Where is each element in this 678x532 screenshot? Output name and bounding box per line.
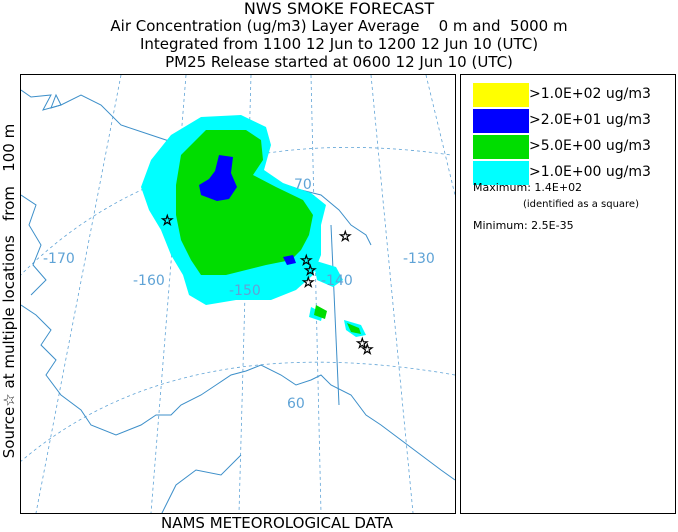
maximum-value: Maximum: 1.4E+02 <box>473 181 583 194</box>
source-star-icon: ☆ <box>300 253 313 269</box>
concentration-5e0-patch-southeast <box>347 323 361 334</box>
lon-label-140: -140 <box>321 273 353 289</box>
legend-label: >5.0E+00 ug/m3 <box>529 138 651 154</box>
legend-swatch <box>473 161 529 185</box>
meridian-minus170 <box>35 75 122 513</box>
legend-label: >1.0E+00 ug/m3 <box>529 164 651 180</box>
lon-label-150: -150 <box>229 283 261 299</box>
source-star-icon: ☆ <box>161 213 174 229</box>
island-outline <box>50 93 62 109</box>
legend-panel: >1.0E+02 ug/m3 >2.0E+01 ug/m3 >5.0E+00 u… <box>460 74 676 514</box>
legend-swatch <box>473 109 529 133</box>
source-star-icon: ☆ <box>339 229 352 245</box>
legend-swatch <box>473 83 529 107</box>
latitude-70-line <box>21 147 452 276</box>
legend-item: >5.0E+00 ug/m3 <box>473 135 673 159</box>
legend-swatch <box>473 135 529 159</box>
source-star-icon: ☆ <box>356 336 369 352</box>
graticule-labels: -170 -160 -150 -140 -130 70 60 <box>43 177 435 412</box>
concentration-2e1-area <box>199 155 237 201</box>
integration-period: Integrated from 1100 12 Jun to 1200 12 J… <box>139 35 539 53</box>
legend-label: >1.0E+02 ug/m3 <box>529 86 651 102</box>
lat-label-70: 70 <box>294 177 312 193</box>
source-location-label: Source☆ at multiple locations from 100 m <box>0 123 18 459</box>
legend-item: >2.0E+01 ug/m3 <box>473 109 673 133</box>
lon-label-170: -170 <box>43 251 75 267</box>
legend-label: >2.0E+01 ug/m3 <box>529 112 651 128</box>
source-star-icon: ☆ <box>302 275 315 291</box>
smoke-map: ☆ ☆ ☆ ☆ ☆ ☆ ☆ -170 -160 -150 -140 -130 7… <box>20 74 456 514</box>
legend-item: >1.0E+00 ug/m3 <box>473 161 673 185</box>
lat-label-60: 60 <box>287 396 305 412</box>
alaska-canada-border <box>330 224 340 406</box>
source-star-icon: ☆ <box>361 342 374 358</box>
meteorological-data-footer: NAMS METEOROLOGICAL DATA <box>161 514 393 532</box>
concentration-2e1-patch <box>283 255 296 265</box>
map-canvas: ☆ ☆ ☆ ☆ ☆ ☆ ☆ -170 -160 -150 -140 -130 7… <box>21 75 455 513</box>
concentration-5e0-area <box>176 130 313 275</box>
smoke-plume <box>141 115 366 337</box>
meridian-minus130 <box>370 75 414 513</box>
minimum-value: Minimum: 2.5E-35 <box>473 219 574 232</box>
concentration-subtitle: Air Concentration (ug/m3) Layer Average … <box>110 17 568 35</box>
concentration-5e0-patch <box>314 305 327 319</box>
maximum-note: (identified as a square) <box>523 199 639 210</box>
forecast-title: NWS SMOKE FORECAST <box>243 0 435 18</box>
lon-label-130: -130 <box>403 251 435 267</box>
release-time: PM25 Release started at 0600 12 Jun 10 (… <box>165 53 513 71</box>
peninsula-coast <box>161 454 242 513</box>
source-markers: ☆ ☆ ☆ ☆ ☆ ☆ ☆ <box>161 213 374 359</box>
latitude-60-line <box>21 361 455 462</box>
lon-label-160: -160 <box>133 273 165 289</box>
legend-item: >1.0E+02 ug/m3 <box>473 83 673 107</box>
meridian-minus120 <box>425 75 455 196</box>
southern-coast <box>21 304 455 481</box>
source-star-icon: ☆ <box>304 263 317 279</box>
meridian-minus140 <box>310 75 322 513</box>
concentration-1e0-patch <box>313 260 343 287</box>
western-coast <box>21 194 47 296</box>
